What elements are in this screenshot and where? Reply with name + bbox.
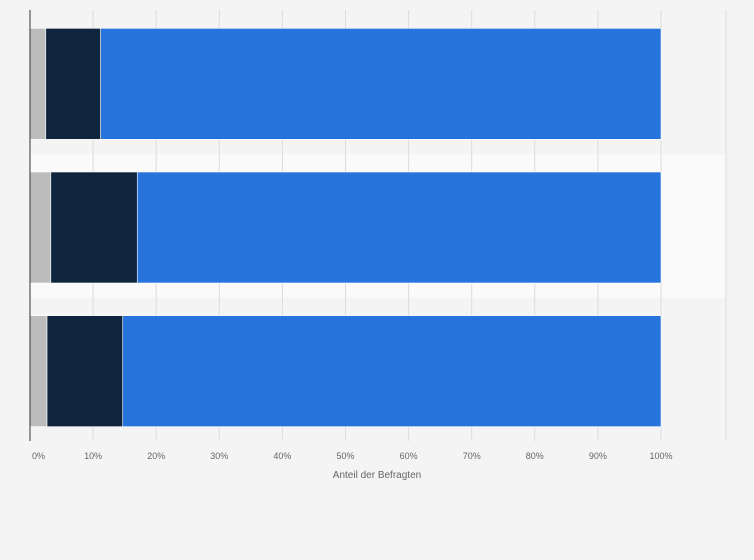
bar-row-1-segment-3[interactable]	[100, 28, 662, 140]
x-tick-label: 80%	[526, 451, 544, 461]
x-tick-label: 0%	[32, 451, 45, 461]
x-tick-label: 20%	[147, 451, 165, 461]
x-tick-label: 50%	[336, 451, 354, 461]
x-axis-title: Anteil der Befragten	[333, 470, 421, 481]
bar-row-2-segment-1[interactable]	[29, 171, 52, 284]
bar-row-3-segment-1[interactable]	[29, 315, 48, 427]
x-tick-label: 40%	[273, 451, 291, 461]
x-tick-labels: 0% 10% 20% 30% 40% 50% 60% 70% 80% 90% 100%	[32, 451, 673, 461]
x-tick-label: 60%	[400, 451, 418, 461]
bar-row-3-segment-3[interactable]	[122, 315, 662, 427]
bar-row-1-segment-1[interactable]	[29, 28, 47, 140]
x-tick-label: 90%	[589, 451, 607, 461]
bar-row-3-segment-2[interactable]	[46, 315, 124, 427]
bars	[29, 28, 662, 427]
x-tick-label: 30%	[210, 451, 228, 461]
x-tick-label: 70%	[463, 451, 481, 461]
x-tick-label: 100%	[649, 451, 672, 461]
bar-row-1-segment-2[interactable]	[45, 28, 101, 140]
x-tick-label: 10%	[84, 451, 102, 461]
bar-row-2-segment-2[interactable]	[50, 171, 138, 284]
bar-row-2-segment-3[interactable]	[136, 171, 662, 284]
